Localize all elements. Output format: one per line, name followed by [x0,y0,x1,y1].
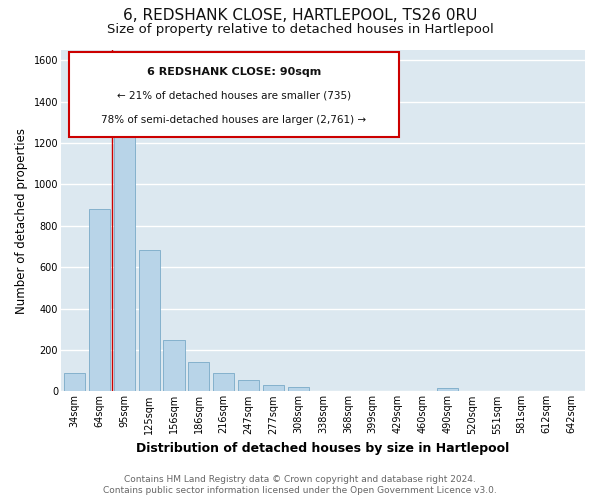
FancyBboxPatch shape [69,52,399,137]
Text: 78% of semi-detached houses are larger (2,761) →: 78% of semi-detached houses are larger (… [101,115,367,125]
Bar [238,380,259,392]
Bar [263,385,284,392]
Text: 6 REDSHANK CLOSE: 90sqm: 6 REDSHANK CLOSE: 90sqm [147,67,321,77]
Text: Size of property relative to detached houses in Hartlepool: Size of property relative to detached ho… [107,22,493,36]
X-axis label: Distribution of detached houses by size in Hartlepool: Distribution of detached houses by size … [136,442,509,455]
Text: Contains public sector information licensed under the Open Government Licence v3: Contains public sector information licen… [103,486,497,495]
Y-axis label: Number of detached properties: Number of detached properties [15,128,28,314]
Text: Contains HM Land Registry data © Crown copyright and database right 2024.: Contains HM Land Registry data © Crown c… [124,475,476,484]
Bar [64,374,85,392]
Text: ← 21% of detached houses are smaller (735): ← 21% of detached houses are smaller (73… [117,91,351,101]
Bar [188,362,209,392]
Bar [89,210,110,392]
Bar [437,388,458,392]
Bar [114,120,135,392]
Bar [163,340,185,392]
Bar [139,250,160,392]
Text: 6, REDSHANK CLOSE, HARTLEPOOL, TS26 0RU: 6, REDSHANK CLOSE, HARTLEPOOL, TS26 0RU [123,8,477,22]
Bar [213,373,234,392]
Bar [287,388,308,392]
